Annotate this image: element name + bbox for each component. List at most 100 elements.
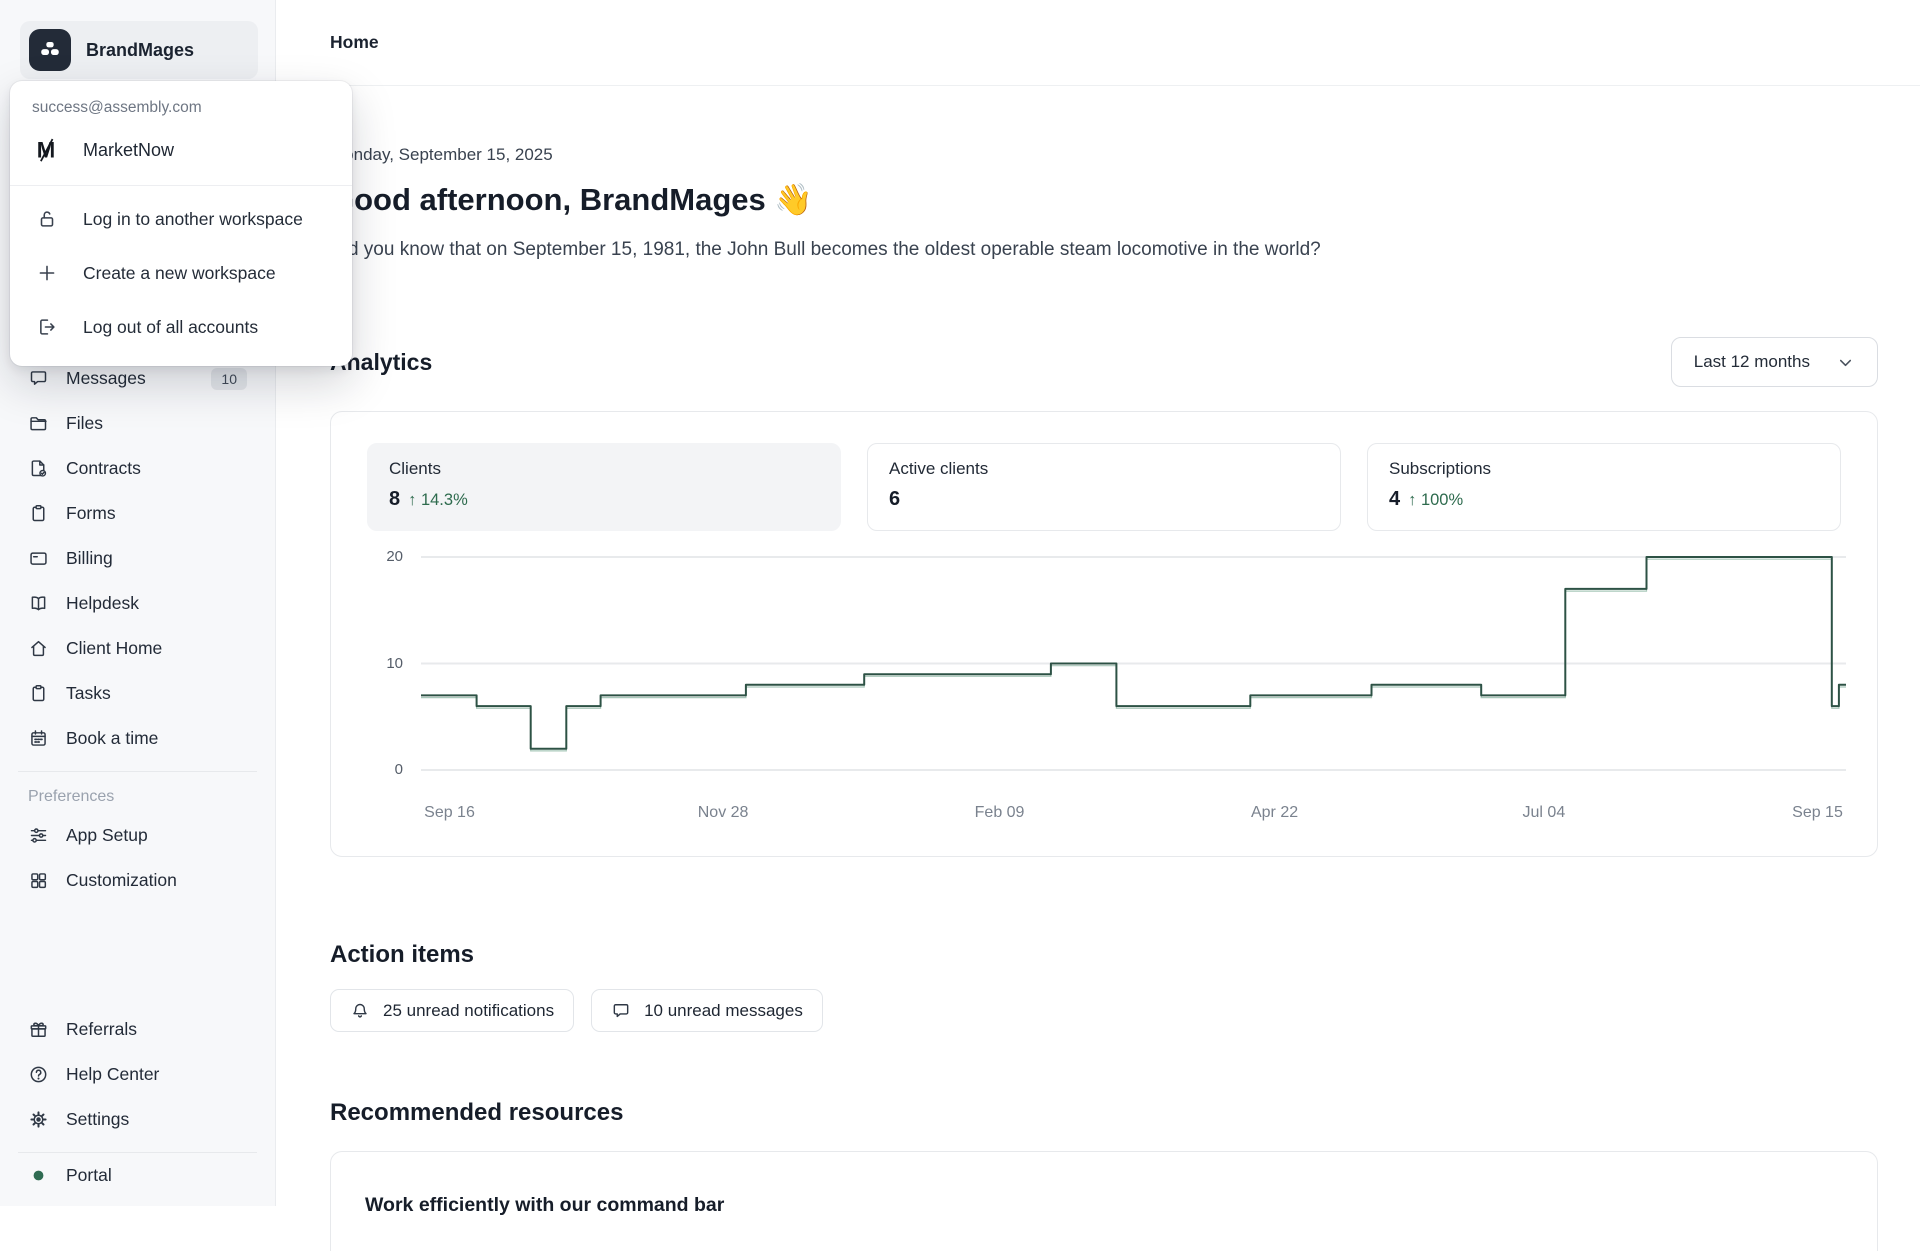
x-axis-tick-label: Feb 09 xyxy=(974,804,1025,821)
sidebar-item-help-center[interactable]: Help Center xyxy=(10,1052,265,1097)
gift-icon xyxy=(28,1019,49,1040)
sidebar-item-book-a-time[interactable]: Book a time xyxy=(10,716,265,761)
sidebar-item-portal[interactable]: Portal xyxy=(10,1153,265,1198)
bell-icon xyxy=(350,1001,370,1021)
stat-delta: ↑ 14.3% xyxy=(408,491,468,509)
resources-title: Recommended resources xyxy=(330,1099,624,1126)
sidebar-section: Referrals Help Center Settings xyxy=(0,1007,275,1142)
account-menu: success@assembly.com M MarketNow Log in t… xyxy=(10,81,352,366)
grid-icon xyxy=(28,870,49,891)
account-actions: Log in to another workspace Create a new … xyxy=(10,186,352,354)
sidebar-item-label: Messages xyxy=(66,368,146,388)
logout-icon xyxy=(36,316,58,338)
fun-fact-text: Did you know that on September 15, 1981,… xyxy=(330,239,1321,260)
stat-card-active-clients[interactable]: Active clients 6 xyxy=(867,443,1341,531)
x-axis-tick-label: Nov 28 xyxy=(697,804,749,821)
sidebar-item-billing[interactable]: Billing xyxy=(10,536,265,581)
sidebar-item-label: Referrals xyxy=(66,1019,137,1039)
sidebar-section-label: Preferences xyxy=(28,788,115,805)
action-button-10-unread-messages[interactable]: 10 unread messages xyxy=(591,989,823,1032)
green-dot-icon xyxy=(28,1165,49,1186)
stat-card-clients[interactable]: Clients 8 ↑ 14.3% xyxy=(367,443,841,531)
workspace-list: M MarketNow xyxy=(10,127,352,173)
action-button-label: 25 unread notifications xyxy=(383,1000,555,1020)
main-area: Home Monday, September 15, 2025 Good aft… xyxy=(276,0,1920,1251)
account-email: success@assembly.com xyxy=(32,99,202,116)
sidebar-item-forms[interactable]: Forms xyxy=(10,491,265,536)
stat-card-subscriptions[interactable]: Subscriptions 4 ↑ 100% xyxy=(1367,443,1841,531)
x-axis-tick-label: Apr 22 xyxy=(1250,804,1299,821)
analytics-chart-svg xyxy=(421,556,1846,771)
stat-label: Active clients xyxy=(889,459,989,478)
sidebar-item-files[interactable]: Files xyxy=(10,401,265,446)
sidebar-item-client-home[interactable]: Client Home xyxy=(10,626,265,671)
menu-divider xyxy=(10,185,352,186)
book-open-icon xyxy=(28,593,49,614)
analytics-header: Analytics Last 12 months xyxy=(330,337,1878,387)
calendar-icon xyxy=(28,728,49,749)
resource-card[interactable]: Work efficiently with our command bar xyxy=(330,1151,1878,1251)
x-axis-tick-label: Sep 16 xyxy=(424,804,475,821)
sidebar-item-label: App Setup xyxy=(66,825,148,845)
sidebar-item-label: Files xyxy=(66,413,103,433)
stat-value: 4 xyxy=(1389,488,1401,510)
sidebar-section: Preferences App Setup Customization xyxy=(0,761,275,903)
sidebar-item-settings[interactable]: Settings xyxy=(10,1097,265,1142)
menu-item-create-a-new-workspace[interactable]: Create a new workspace xyxy=(10,246,352,300)
stat-value: 8 xyxy=(389,488,401,510)
home-icon xyxy=(28,638,49,659)
action-buttons-row: 25 unread notifications 10 unread message… xyxy=(330,989,1878,1032)
sidebar-item-label: Contracts xyxy=(66,458,141,478)
sidebar-divider xyxy=(18,1152,257,1153)
menu-item-label: Log out of all accounts xyxy=(83,316,259,337)
folder-icon xyxy=(28,413,49,434)
sidebar-item-label: Customization xyxy=(66,870,177,890)
workspace-option-marketnow[interactable]: M MarketNow xyxy=(10,127,352,173)
sidebar-item-label: Tasks xyxy=(66,683,111,703)
sidebar-item-label: Forms xyxy=(66,503,116,523)
sidebar-item-app-setup[interactable]: App Setup xyxy=(10,813,265,858)
stat-label: Subscriptions xyxy=(1389,459,1492,478)
chat-icon xyxy=(611,1001,631,1021)
stat-value-row: 4 ↑ 100% xyxy=(1389,488,1819,511)
workspace-option-label: MarketNow xyxy=(83,139,175,160)
sidebar-item-helpdesk[interactable]: Helpdesk xyxy=(10,581,265,626)
sidebar-item-label: Helpdesk xyxy=(66,593,139,613)
workspace-switcher-button[interactable]: BrandMages xyxy=(20,21,258,79)
sidebar-item-customization[interactable]: Customization xyxy=(10,858,265,903)
content: Monday, September 15, 2025 Good afternoo… xyxy=(276,145,1920,1251)
analytics-panel: Clients 8 ↑ 14.3% Active clients 6 Subscripti… xyxy=(330,411,1878,857)
date-line: Monday, September 15, 2025 xyxy=(330,145,553,164)
sidebar-item-tasks[interactable]: Tasks xyxy=(10,671,265,716)
contract-icon xyxy=(28,458,49,479)
lock-open-icon xyxy=(36,208,58,230)
menu-item-log-out-of-all-accounts[interactable]: Log out of all accounts xyxy=(10,300,352,354)
sidebar-item-messages[interactable]: Messages 10 xyxy=(10,356,265,401)
action-button-25-unread-notifications[interactable]: 25 unread notifications xyxy=(330,989,575,1032)
stat-cards-row: Clients 8 ↑ 14.3% Active clients 6 Subscripti… xyxy=(367,443,1841,531)
chevron-down-icon xyxy=(1836,353,1855,372)
menu-item-log-in-to-another-workspace[interactable]: Log in to another workspace xyxy=(10,192,352,246)
gear-icon xyxy=(28,1109,49,1130)
sidebar-menu: Messages 10 Files Contracts Forms Billing Help… xyxy=(0,356,275,1206)
clipboard-icon xyxy=(28,683,49,704)
sidebar-item-referrals[interactable]: Referrals xyxy=(10,1007,265,1052)
help-circle-icon xyxy=(28,1064,49,1085)
sidebar-item-label: Settings xyxy=(66,1109,130,1129)
y-axis-tick-label: 20 xyxy=(386,548,403,565)
stat-value-row: 6 xyxy=(889,488,1319,511)
clipboard-icon xyxy=(28,503,49,524)
x-axis-tick-label: Sep 15 xyxy=(1792,804,1843,821)
chat-icon xyxy=(28,368,49,389)
sliders-icon xyxy=(28,825,49,846)
date-range-select[interactable]: Last 12 months xyxy=(1670,337,1878,387)
topbar: Home xyxy=(276,0,1920,86)
sidebar-item-contracts[interactable]: Contracts xyxy=(10,446,265,491)
unread-count-badge: 10 xyxy=(211,367,247,390)
menu-item-label: Log in to another workspace xyxy=(83,208,303,229)
plus-icon xyxy=(36,262,58,284)
credit-card-icon xyxy=(28,548,49,569)
sidebar-section: Portal xyxy=(0,1142,275,1206)
sidebar-section: Messages 10 Files Contracts Forms Billing Help… xyxy=(0,356,275,761)
date-range-value: Last 12 months xyxy=(1693,352,1810,371)
